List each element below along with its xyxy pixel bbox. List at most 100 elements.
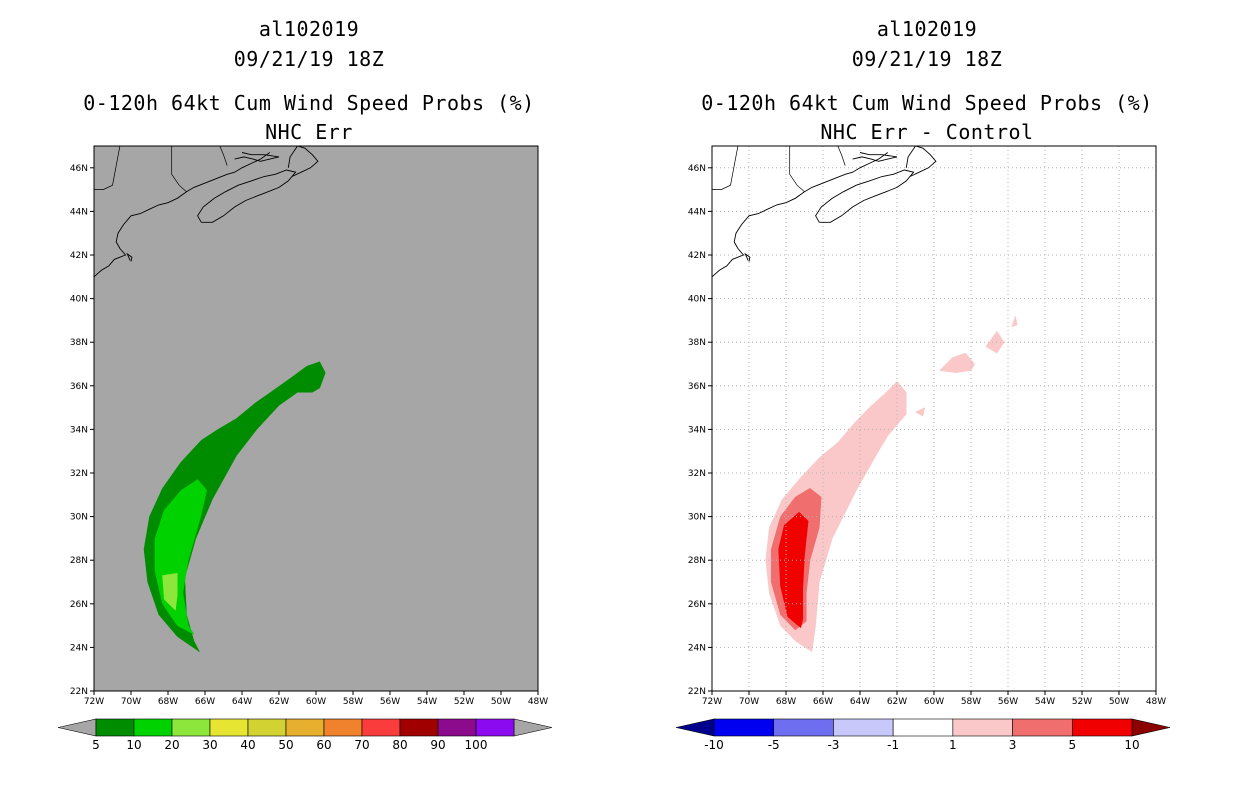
- left-colorbar-label: 50: [278, 738, 293, 752]
- right-y-tick-label: 34N: [688, 425, 706, 435]
- right-colorbar-swatch-4: [952, 718, 1013, 737]
- left-chart-datetime: 09/21/19 18Z: [233, 47, 385, 71]
- left-colorbar-label: 40: [240, 738, 255, 752]
- right-chart-subtitle: NHC Err - Control: [820, 120, 1034, 144]
- right-colorbar-swatch-6: [1071, 718, 1133, 737]
- left-x-tick-label: 52W: [454, 697, 474, 707]
- right-x-tick-label: 48W: [1146, 697, 1166, 707]
- right-coastline-3: [905, 146, 937, 177]
- right-x-tick-label: 70W: [739, 697, 759, 707]
- right-coastline-0: [712, 152, 889, 278]
- left-y-tick-label: 44N: [70, 207, 88, 217]
- left-y-tick-label: 34N: [70, 425, 88, 435]
- left-y-tick-label: 38N: [70, 338, 88, 348]
- left-contour-2: [162, 573, 178, 611]
- left-colorbar-swatch-5: [285, 718, 325, 737]
- left-map-layer: [94, 146, 326, 653]
- left-colorbar-label: 5: [92, 738, 100, 752]
- left-y-tick-label: 40N: [70, 295, 88, 305]
- right-border-0: [789, 146, 805, 193]
- right-colorbar-swatch-1: [773, 718, 834, 737]
- right-y-tick-label: 28N: [688, 556, 706, 566]
- right-colorbar-extend-low: [675, 718, 715, 737]
- left-y-tick-label: 32N: [70, 469, 88, 479]
- left-colorbar-label: 90: [430, 738, 445, 752]
- right-map-layer: [712, 146, 1156, 691]
- left-x-tick-label: 72W: [84, 697, 104, 707]
- left-x-tick-label: 58W: [343, 697, 363, 707]
- right-coastline-4: [852, 152, 898, 162]
- left-border-0: [171, 146, 187, 193]
- left-x-tick-label: 54W: [417, 697, 437, 707]
- right-x-tick-label: 58W: [961, 697, 981, 707]
- left-x-tick-label: 48W: [528, 697, 548, 707]
- right-chart-storm-id: al102019: [876, 17, 978, 41]
- right-contour-1: [938, 352, 976, 373]
- right-x-tick-label: 56W: [998, 697, 1018, 707]
- left-x-tick-label: 62W: [269, 697, 289, 707]
- left-colorbar-swatch-4: [247, 718, 287, 737]
- right-y-tick-label: 32N: [688, 469, 706, 479]
- right-y-tick-label: 38N: [688, 338, 706, 348]
- right-x-tick-label: 68W: [776, 697, 796, 707]
- right-colorbar-label: -5: [768, 738, 780, 752]
- left-colorbar-swatch-2: [171, 718, 211, 737]
- left-x-tick-label: 68W: [158, 697, 178, 707]
- right-border-1: [712, 146, 739, 190]
- left-y-tick-label: 28N: [70, 556, 88, 566]
- left-y-tick-label: 36N: [70, 382, 88, 392]
- left-y-tick-label: 22N: [70, 687, 88, 697]
- right-colorbar-swatch-3: [892, 718, 954, 737]
- left-x-tick-label: 60W: [306, 697, 326, 707]
- left-colorbar-extend-high: [513, 718, 553, 737]
- right-x-tick-label: 72W: [702, 697, 722, 707]
- right-y-tick-label: 36N: [688, 382, 706, 392]
- left-colorbar-label: 70: [354, 738, 369, 752]
- left-colorbar-swatch-0: [95, 718, 135, 737]
- left-colorbar-swatch-9: [437, 718, 477, 737]
- left-colorbar-swatch-3: [209, 718, 249, 737]
- right-colorbar-label: -10: [704, 738, 724, 752]
- left-border-2: [219, 146, 228, 166]
- right-border-2: [837, 146, 846, 166]
- right-y-tick-label: 42N: [688, 251, 706, 261]
- left-x-tick-label: 66W: [195, 697, 215, 707]
- left-colorbar-extend-low: [57, 718, 97, 737]
- right-x-tick-label: 62W: [887, 697, 907, 707]
- right-contour-3: [1011, 315, 1018, 328]
- left-colorbar-label: 10: [126, 738, 141, 752]
- right-colorbar-swatch-0: [713, 718, 775, 737]
- left-colorbar-label: 100: [465, 738, 488, 752]
- left-x-tick-label: 56W: [380, 697, 400, 707]
- left-coastline-2: [197, 169, 297, 223]
- right-colorbar-label: 5: [1068, 738, 1076, 752]
- right-y-tick-label: 44N: [688, 207, 706, 217]
- right-x-tick-label: 50W: [1109, 697, 1129, 707]
- right-coastline-1: [744, 252, 751, 262]
- left-colorbar-label: 20: [164, 738, 179, 752]
- left-coastline-1: [126, 252, 133, 262]
- right-contour-4: [914, 407, 926, 417]
- left-y-tick-label: 42N: [70, 251, 88, 261]
- right-colorbar-swatch-2: [833, 718, 894, 737]
- left-x-tick-label: 64W: [232, 697, 252, 707]
- right-colorbar-swatch-5: [1012, 718, 1073, 737]
- left-x-tick-label: 50W: [491, 697, 511, 707]
- left-chart-subtitle: NHC Err: [265, 120, 353, 144]
- right-colorbar-label: -3: [827, 738, 839, 752]
- right-colorbar-label: 1: [949, 738, 957, 752]
- right-x-tick-label: 54W: [1035, 697, 1055, 707]
- left-y-tick-label: 46N: [70, 164, 88, 174]
- left-colorbar-swatch-6: [323, 718, 363, 737]
- left-y-tick-label: 24N: [70, 643, 88, 653]
- right-colorbar-label: -1: [887, 738, 899, 752]
- right-x-tick-label: 52W: [1072, 697, 1092, 707]
- left-colorbar-label: 60: [316, 738, 331, 752]
- right-colorbar-label: 10: [1124, 738, 1139, 752]
- left-colorbar-swatch-10: [475, 718, 515, 737]
- left-colorbar-swatch-1: [133, 718, 173, 737]
- right-x-tick-label: 66W: [813, 697, 833, 707]
- left-x-tick-label: 70W: [121, 697, 141, 707]
- left-colorbar-label: 30: [202, 738, 217, 752]
